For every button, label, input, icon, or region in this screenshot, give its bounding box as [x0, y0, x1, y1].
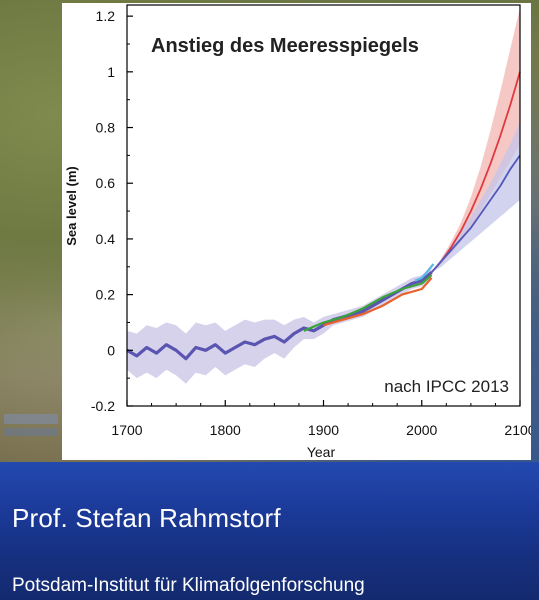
y-tick-label: 1.2	[96, 8, 116, 24]
y-tick-label: 0.4	[96, 231, 116, 247]
y-tick-label: 1	[107, 64, 115, 80]
x-tick-label: 1800	[210, 422, 241, 438]
pik-logo	[4, 414, 58, 436]
satellite-series-line	[414, 263, 435, 282]
tide_gauge_orange-series-line	[323, 277, 433, 327]
x-tick-label: 2000	[406, 422, 437, 438]
y-tick-label: 0.2	[96, 287, 116, 303]
x-tick-label: 2100	[504, 422, 531, 438]
rcp_low-uncertainty-band	[431, 121, 520, 273]
y-tick-label: 0.6	[96, 175, 116, 191]
rcp_high-series-line	[430, 71, 521, 273]
sea-level-chart: 1700 1800 1900 2000 2100 -0.2 0 0.2 0.4 0.6 0.8 1 1.…	[64, 4, 536, 460]
y-axis-label: Sea level (m)	[64, 166, 79, 246]
y-tick-label: -0.2	[91, 398, 115, 414]
chart-card: 1700 1800 1900 2000 2100 -0.2 0 0.2 0.4 0.6 0.8 1 1.…	[62, 3, 536, 460]
x-axis-label: Year	[307, 444, 336, 460]
y-tick-label: 0	[107, 342, 115, 358]
x-tick-label: 1900	[308, 422, 339, 438]
presenter-name: Prof. Stefan Rahmstorf	[12, 503, 281, 533]
x-tick-label: 1700	[111, 422, 142, 438]
rcp_low-series-line	[430, 154, 521, 273]
y-tick-label: 0.8	[96, 120, 116, 136]
presenter-banner	[0, 462, 539, 600]
rcp_high-uncertainty-band	[431, 7, 520, 273]
chart-title: Anstieg des Meeresspiegels	[151, 35, 419, 57]
reconstruction-uncertainty-band	[127, 266, 432, 384]
tide_gauge_green-series-line	[303, 274, 433, 332]
reconstruction-series-line	[126, 271, 433, 361]
presenter-affiliation: Potsdam-Institut für Klimafolgenforschun…	[12, 575, 365, 596]
source-annotation: nach IPCC 2013	[384, 377, 509, 396]
